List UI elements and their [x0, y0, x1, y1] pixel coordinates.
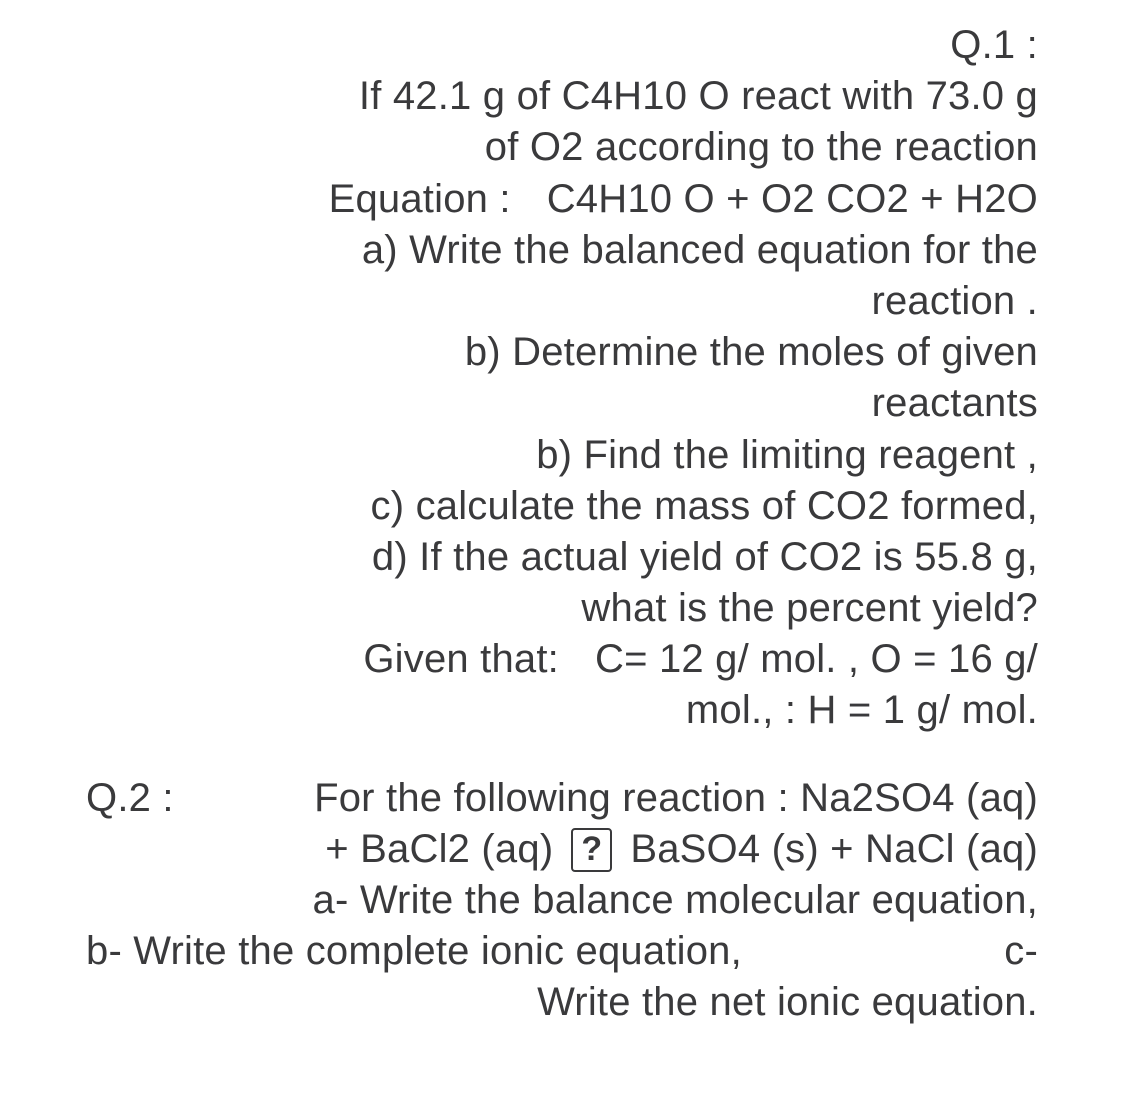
- question-2: Q.2 : For the following reaction : Na2SO…: [86, 773, 1038, 1029]
- page: Q.1 : If 42.1 g of C4H10 O react with 73…: [0, 0, 1124, 1085]
- q1-equation-body: C4H10 O + O2 CO2 + H2O: [547, 177, 1038, 221]
- q1-line-3: Equation : C4H10 O + O2 CO2 + H2O: [86, 174, 1038, 225]
- q1-part-c: c) calculate the mass of CO2 formed,: [86, 481, 1038, 532]
- q2-reactants: + BaCl2 (aq): [325, 827, 553, 871]
- q1-part-b-2: reactants: [86, 378, 1038, 429]
- q1-equation-label: Equation :: [329, 177, 511, 221]
- q1-part-d-2: what is the percent yield?: [86, 583, 1038, 634]
- q1-line-2: of O2 according to the reaction: [86, 122, 1038, 173]
- question-1: Q.1 : If 42.1 g of C4H10 O react with 73…: [86, 20, 1038, 737]
- q2-part-c-label: c-: [1004, 926, 1038, 977]
- q2-line-1: Q.2 : For the following reaction : Na2SO…: [86, 773, 1038, 824]
- q1-part-b-dup: b) Find the limiting reagent ,: [86, 430, 1038, 481]
- q2-part-b-c: b- Write the complete ionic equation, c-: [86, 926, 1038, 977]
- q2-part-b: b- Write the complete ionic equation,: [86, 926, 742, 977]
- q1-given-1: Given that: C= 12 g/ mol. , O = 16 g/: [86, 634, 1038, 685]
- arrow-icon: ?: [571, 828, 612, 872]
- q1-given-2: mol., : H = 1 g/ mol.: [86, 685, 1038, 736]
- q1-part-a-1: a) Write the balanced equation for the: [86, 225, 1038, 276]
- q1-part-a-2: reaction .: [86, 276, 1038, 327]
- q2-part-c-body: Write the net ionic equation.: [86, 977, 1038, 1028]
- q2-reaction-intro: For the following reaction : Na2SO4 (aq): [314, 773, 1038, 824]
- q1-part-b-1: b) Determine the moles of given: [86, 327, 1038, 378]
- q2-part-a: a- Write the balance molecular equation,: [86, 875, 1038, 926]
- q1-label: Q.1 :: [86, 20, 1038, 71]
- q1-given-label: Given that:: [363, 637, 559, 681]
- q1-line-1: If 42.1 g of C4H10 O react with 73.0 g: [86, 71, 1038, 122]
- q2-line-2: + BaCl2 (aq)? BaSO4 (s) + NaCl (aq): [86, 824, 1038, 875]
- q2-label: Q.2 :: [86, 773, 174, 824]
- q1-given-values-1: C= 12 g/ mol. , O = 16 g/: [595, 637, 1038, 681]
- q2-products: BaSO4 (s) + NaCl (aq): [630, 827, 1038, 871]
- q1-part-d-1: d) If the actual yield of CO2 is 55.8 g,: [86, 532, 1038, 583]
